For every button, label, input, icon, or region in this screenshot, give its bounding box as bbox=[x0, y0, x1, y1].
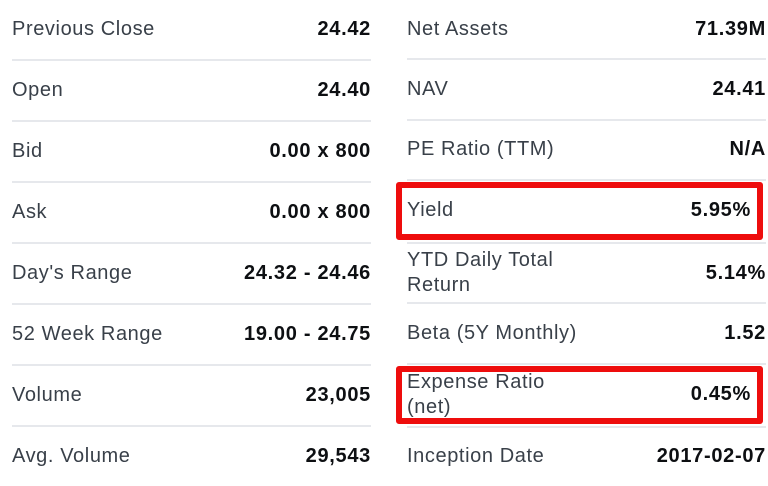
stat-label: Previous Close bbox=[12, 18, 155, 40]
stat-row-ask: Ask 0.00 x 800 bbox=[12, 183, 371, 244]
stat-label: Net Assets bbox=[407, 17, 509, 40]
stat-row-days-range: Day's Range 24.32 - 24.46 bbox=[12, 244, 371, 305]
red-highlight-annotation: Yield 5.95% bbox=[396, 181, 763, 240]
quote-summary-left-column: Previous Close 24.42 Open 24.40 Bid 0.00… bbox=[12, 0, 371, 486]
stat-label: YTD Daily Total Return bbox=[407, 249, 554, 297]
stat-value: 24.40 bbox=[317, 79, 371, 101]
stat-value: 24.42 bbox=[317, 18, 371, 40]
stat-value: 24.41 bbox=[712, 77, 766, 100]
stat-row-net-assets: Net Assets 71.39M bbox=[407, 0, 766, 61]
stat-row-beta: Beta (5Y Monthly) 1.52 bbox=[407, 304, 766, 365]
stat-value: 5.95% bbox=[690, 199, 751, 222]
stat-row-previous-close: Previous Close 24.42 bbox=[12, 0, 371, 61]
stat-row-ytd-daily-total-return: YTD Daily Total Return 5.14% bbox=[407, 244, 766, 305]
stat-value: 5.14% bbox=[705, 261, 766, 284]
stat-value: 23,005 bbox=[305, 384, 371, 406]
stat-value: N/A bbox=[729, 138, 766, 161]
stat-row-avg-volume: Avg. Volume 29,543 bbox=[12, 427, 371, 486]
stat-value: 2017-02-07 bbox=[656, 445, 766, 468]
stat-row-volume: Volume 23,005 bbox=[12, 366, 371, 427]
stat-row-pe-ratio: PE Ratio (TTM) N/A bbox=[407, 121, 766, 181]
stat-label: Yield bbox=[407, 199, 454, 222]
red-highlight-annotation: Expense Ratio (net) 0.45% bbox=[396, 365, 763, 424]
stat-row-expense-ratio: Expense Ratio (net) 0.45% bbox=[396, 365, 766, 428]
stat-label: Expense Ratio (net) bbox=[407, 370, 545, 418]
stat-row-bid: Bid 0.00 x 800 bbox=[12, 122, 371, 183]
stat-value: 0.00 x 800 bbox=[269, 201, 371, 223]
stat-row-open: Open 24.40 bbox=[12, 61, 371, 122]
stat-label: Avg. Volume bbox=[12, 445, 131, 467]
stat-label: PE Ratio (TTM) bbox=[407, 138, 555, 161]
stat-value: 0.00 x 800 bbox=[269, 140, 371, 162]
stat-label: Open bbox=[12, 79, 64, 101]
quote-summary-right-column: Net Assets 71.39M NAV 24.41 PE Ratio (TT… bbox=[396, 0, 766, 486]
stat-label: 52 Week Range bbox=[12, 323, 163, 345]
stat-value: 19.00 - 24.75 bbox=[244, 323, 371, 345]
stat-value: 0.45% bbox=[690, 383, 751, 406]
stat-row-52-week-range: 52 Week Range 19.00 - 24.75 bbox=[12, 305, 371, 366]
stat-label: Ask bbox=[12, 201, 48, 223]
stat-row-inception-date: Inception Date 2017-02-07 bbox=[407, 428, 766, 486]
stat-value: 24.32 - 24.46 bbox=[244, 262, 371, 284]
stat-value: 1.52 bbox=[724, 321, 766, 344]
stat-label: Volume bbox=[12, 384, 83, 406]
stat-value: 71.39M bbox=[695, 17, 766, 40]
stat-label: Inception Date bbox=[407, 445, 545, 468]
stat-label: NAV bbox=[407, 77, 449, 100]
stat-label: Day's Range bbox=[12, 262, 133, 284]
stat-label: Beta (5Y Monthly) bbox=[407, 321, 577, 344]
stat-row-yield: Yield 5.95% bbox=[396, 181, 766, 244]
stat-label: Bid bbox=[12, 140, 43, 162]
stat-value: 29,543 bbox=[305, 445, 371, 467]
stat-row-nav: NAV 24.41 bbox=[407, 60, 766, 121]
